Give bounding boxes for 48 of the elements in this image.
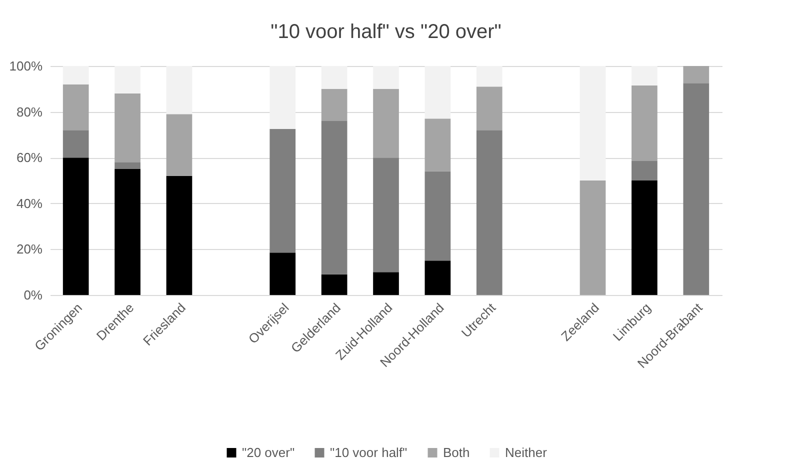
bar [270, 66, 296, 129]
bar [424, 66, 451, 119]
bar [166, 176, 192, 295]
bar [580, 180, 606, 295]
chart-title: "10 voor half" vs "20 over" [270, 21, 502, 43]
bar [166, 114, 192, 176]
bar [632, 66, 658, 86]
bar [476, 66, 502, 87]
bar [114, 66, 140, 94]
bar [632, 161, 658, 180]
bar [424, 118, 451, 172]
bar [114, 169, 140, 295]
legend-label: Neither [505, 444, 548, 460]
bar [114, 162, 140, 170]
bar [683, 83, 710, 295]
bar [270, 252, 296, 295]
bar [373, 66, 399, 89]
bar [114, 93, 140, 162]
y-tick-label: 60% [16, 150, 43, 166]
bar [373, 272, 399, 295]
bar [476, 86, 502, 130]
bar [373, 158, 399, 272]
bar [62, 66, 89, 84]
bar [62, 158, 89, 295]
legend-label: Both [443, 444, 470, 460]
y-tick-label: 40% [16, 196, 43, 211]
bar [321, 274, 348, 295]
bar [321, 88, 348, 121]
y-tick-label: 0% [24, 288, 43, 302]
bar [476, 130, 502, 295]
bar [580, 66, 606, 180]
bar [632, 85, 658, 162]
bar [424, 260, 451, 295]
bar [270, 128, 296, 253]
bar [373, 88, 399, 158]
bar [424, 171, 451, 261]
y-tick-label: 20% [16, 242, 43, 257]
y-tick-label: 80% [16, 104, 43, 120]
bar [683, 66, 710, 84]
bar [166, 66, 192, 114]
y-tick-label: 100% [9, 58, 43, 74]
bar [321, 120, 348, 274]
bar [62, 84, 89, 130]
legend-label: "20 over" [242, 444, 295, 460]
legend-label: "10 voor half" [330, 444, 408, 460]
bar [62, 130, 89, 158]
bar [321, 66, 348, 89]
bar [632, 180, 658, 295]
